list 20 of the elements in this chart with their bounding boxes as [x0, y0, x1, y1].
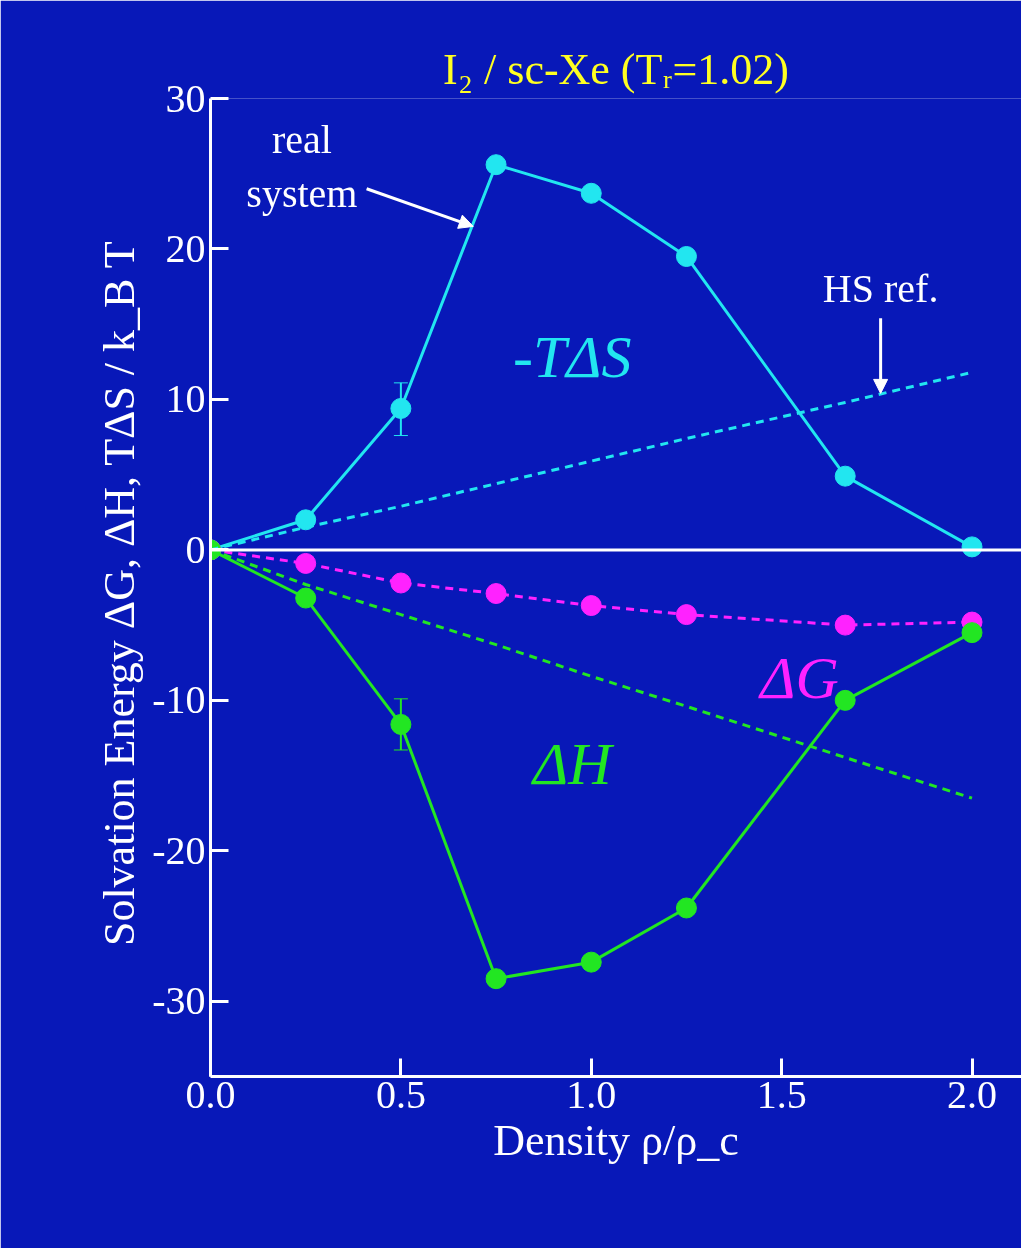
annotation: HS ref. — [822, 265, 939, 311]
x-tick-label: 1.0 — [566, 1071, 617, 1117]
x-tick-label: 1.5 — [756, 1071, 807, 1117]
y-tick-label: 0 — [185, 526, 206, 572]
chart-title: I₂ / sc-Xe (Tᵣ=1.02) — [443, 44, 789, 94]
x-axis-title: Density ρ/ρ_c — [493, 1115, 739, 1165]
y-tick-label: -10 — [152, 677, 206, 723]
series-label: ΔH — [530, 731, 616, 798]
x-tick-label: 2.0 — [947, 1071, 997, 1117]
y-tick-label: 20 — [165, 225, 206, 271]
series-label: ΔG — [758, 644, 839, 711]
y-tick-label: 10 — [165, 376, 206, 422]
y-tick-label: -30 — [152, 978, 206, 1024]
x-tick-label: 0.5 — [375, 1071, 426, 1117]
y-axis-title: Solvation Energy ΔG, ΔH, TΔS / k_B T — [95, 241, 145, 947]
series-label: -TΔS — [512, 324, 632, 391]
y-tick-label: -20 — [152, 827, 206, 873]
x-tick-label: 0.0 — [185, 1071, 236, 1117]
y-tick-label: 30 — [165, 75, 206, 121]
annotation: real system — [246, 116, 358, 216]
